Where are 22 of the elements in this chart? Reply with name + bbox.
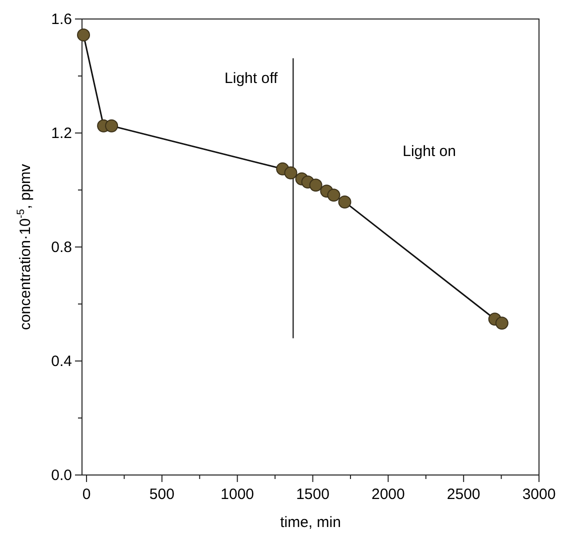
x-axis-title: time, min [280, 514, 341, 531]
y-tick-label: 1.6 [51, 11, 72, 28]
x-tick-label: 2500 [446, 486, 480, 503]
y-tick-label: 0.8 [51, 239, 72, 256]
y-tick-label: 1.2 [51, 125, 72, 142]
annotation: Light on [402, 142, 456, 160]
x-tick-label: 1000 [220, 486, 254, 503]
y-tick-label: 0.0 [51, 467, 72, 484]
x-tick-label: 3000 [522, 486, 556, 503]
x-tick-label: 0 [82, 486, 91, 503]
x-tick-label: 1500 [296, 486, 330, 503]
point [77, 28, 90, 42]
y-tick-label: 0.4 [51, 353, 72, 370]
point [495, 316, 508, 330]
point [284, 166, 298, 180]
point [105, 119, 118, 132]
point [327, 188, 340, 202]
x-tick-label: 500 [149, 486, 174, 503]
x-tick-label: 2000 [371, 486, 405, 503]
point [338, 195, 352, 208]
annotation: Light off [224, 70, 278, 87]
point [309, 178, 322, 192]
